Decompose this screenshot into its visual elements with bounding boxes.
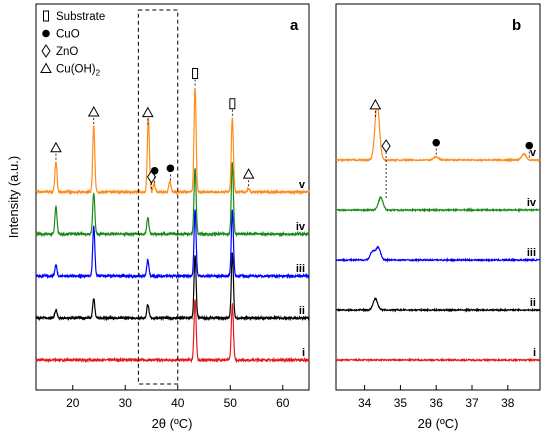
panel-a-annotation-filled-circle-icon — [166, 164, 175, 173]
panel-a-series-iv — [35, 162, 310, 238]
panel-a-series-label-i: i — [302, 347, 305, 359]
panel-b-frame — [335, 3, 541, 391]
panel-a-x-tick-label: 50 — [224, 396, 238, 410]
panel-a-annotations — [50, 9, 255, 385]
panel-a-annotation-open-rectangle-icon — [192, 68, 199, 79]
legend-entry-label: ZnO — [56, 46, 78, 58]
panel-a-series-ii — [35, 252, 310, 322]
panel-b-series-label-iv: iv — [527, 197, 537, 209]
panel-a-series-label-iii: iii — [296, 263, 305, 275]
panel-a-annotation-open-triangle-icon — [141, 106, 154, 118]
panel-b-annotation-filled-circle-icon — [432, 138, 441, 147]
panel-a-annotation-filled-circle-icon — [150, 166, 159, 175]
panel-b-annotation-open-triangle-icon — [369, 98, 382, 110]
panel-a-series-iii — [35, 209, 310, 280]
panel-a-series-label-iv: iv — [296, 221, 306, 233]
legend-entry-label: Cu(OH)2 — [56, 64, 101, 78]
legend-open-diamond-icon — [41, 44, 51, 58]
panel-a-x-tick-label: 20 — [66, 396, 80, 410]
panel-b-series-ii — [335, 296, 541, 313]
panel-a-series-i — [35, 299, 310, 364]
panel-b-series-label-v: v — [530, 147, 537, 159]
legend-filled-circle-icon — [42, 29, 50, 38]
panel-b-x-tick-label: 38 — [501, 396, 515, 410]
panel-b-series-label-i: i — [533, 347, 536, 359]
panel-b-series-label-iii: iii — [527, 247, 536, 259]
panel-b-label: b — [512, 17, 521, 34]
panel-b-series-i — [335, 357, 541, 363]
legend-open-triangle-icon — [40, 62, 52, 73]
panel-a-x-axis-label: 2θ (ºC) — [152, 416, 193, 431]
panel-b-annotation-open-diamond-icon — [381, 139, 391, 153]
legend-entry-label: Substrate — [56, 11, 105, 23]
panel-a-frame — [35, 3, 310, 391]
panel-a-label: a — [290, 17, 299, 34]
panel-b-series-v — [335, 102, 541, 163]
legend-open-rectangle-icon — [43, 10, 49, 22]
panel-a-x-ticks: 20 30 40 50 60 — [66, 385, 290, 410]
panel-b-series-label-ii: ii — [530, 297, 536, 309]
panel-b-x-tick-label: 35 — [394, 396, 408, 410]
panel-a-x-tick-label: 40 — [171, 396, 185, 410]
panel-a-series-v — [35, 87, 310, 196]
panel-b-series-iv — [335, 196, 541, 213]
panel-b-annotations — [369, 98, 534, 200]
panel-b-x-tick-label: 34 — [358, 396, 372, 410]
panel-b-x-tick-label: 37 — [465, 396, 479, 410]
panel-a-legend: Substrate CuO ZnO Cu(OH)2 — [40, 10, 105, 78]
panel-b-series-iii — [335, 245, 541, 263]
panel-a-annotation-open-diamond-icon — [146, 170, 157, 184]
legend-entry-label: CuO — [56, 29, 80, 41]
panel-a-series-label-ii: ii — [299, 305, 305, 317]
panel-a-highlight-box — [137, 9, 179, 385]
panel-b-annotation-filled-circle-icon — [525, 141, 534, 150]
panel-a-annotation-open-triangle-icon — [87, 105, 100, 117]
panel-a-annotation-open-rectangle-icon — [229, 98, 236, 110]
panel-a-series-label-v: v — [299, 179, 306, 191]
panel-b-x-tick-label: 36 — [430, 396, 444, 410]
panel-a-x-tick-label: 30 — [119, 396, 133, 410]
panel-b-x-axis-label: 2θ (ºC) — [418, 416, 459, 431]
panel-a-annotation-open-triangle-icon — [50, 141, 62, 153]
panel-a-x-tick-label: 60 — [276, 396, 290, 410]
panel-b-x-ticks: 34 35 36 37 38 — [358, 385, 515, 410]
panel-a-annotation-open-triangle-icon — [242, 168, 255, 179]
panel-a-y-axis-label: Intensity (a.u.) — [6, 156, 21, 238]
